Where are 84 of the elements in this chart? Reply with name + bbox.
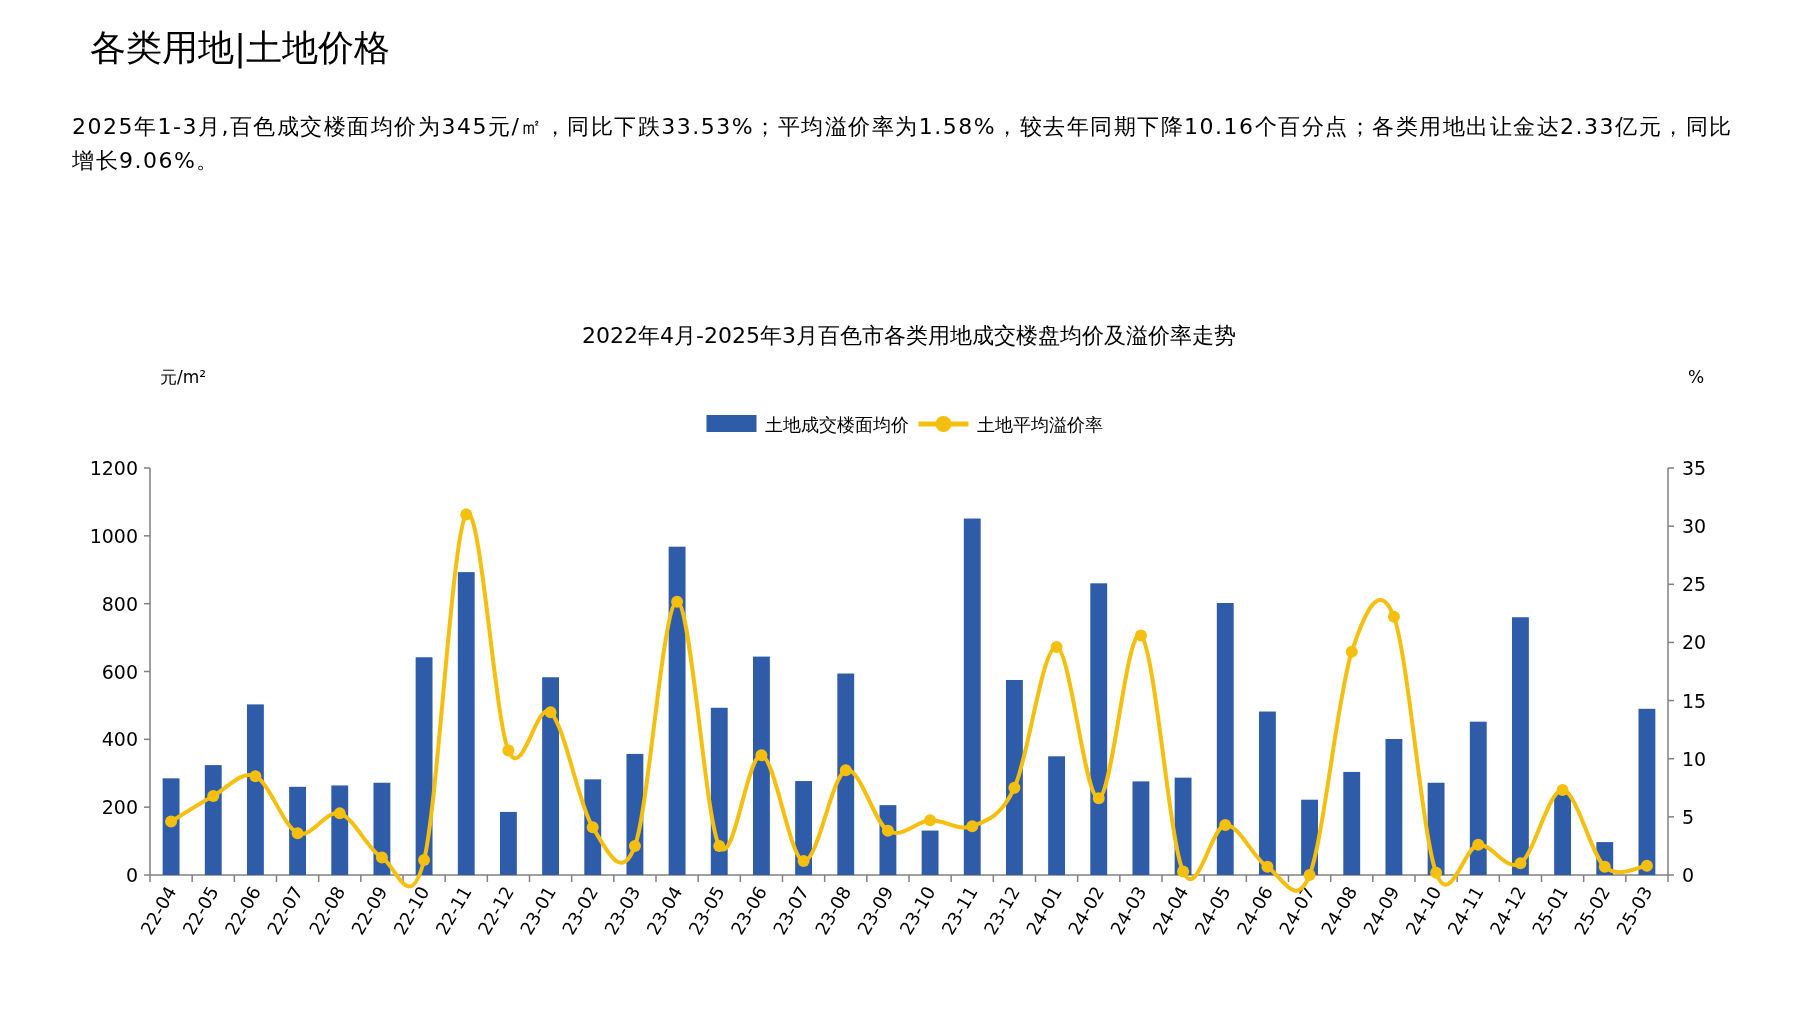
bar xyxy=(331,785,349,875)
point xyxy=(1050,641,1063,654)
point xyxy=(165,815,178,828)
point xyxy=(881,824,894,837)
point xyxy=(924,814,937,827)
point xyxy=(1598,860,1611,873)
point xyxy=(797,855,810,868)
y2-tick-label: 35 xyxy=(1682,457,1707,479)
y-tick-label: 1200 xyxy=(89,457,138,479)
y2-tick-label: 5 xyxy=(1682,805,1695,828)
point xyxy=(1303,869,1316,881)
chart-title: 各类用地|土地价格 xyxy=(90,27,391,69)
y-tick-label: 200 xyxy=(101,796,138,819)
point xyxy=(291,827,304,840)
bar xyxy=(1638,708,1656,875)
bar xyxy=(1554,793,1572,875)
point xyxy=(1008,781,1021,794)
bar xyxy=(1132,781,1150,875)
point xyxy=(333,807,346,820)
bar xyxy=(457,572,475,875)
point xyxy=(628,839,641,852)
y-tick-label: 0 xyxy=(125,864,138,886)
point xyxy=(375,851,388,864)
bar xyxy=(1343,771,1361,875)
bar xyxy=(1048,756,1066,875)
legend-label: 土地平均溢价率 xyxy=(976,414,1103,435)
point xyxy=(586,821,599,834)
bar xyxy=(921,830,939,875)
point xyxy=(713,839,726,852)
point xyxy=(1134,629,1147,642)
chart-subtitle: 2022年4月-2025年3月百色市各类用地成交楼盘均价及溢价率走势 xyxy=(582,323,1236,348)
point xyxy=(1092,792,1105,805)
point xyxy=(1640,859,1653,872)
y2-tick-label: 20 xyxy=(1682,631,1707,654)
bar xyxy=(963,518,981,875)
point xyxy=(1387,610,1400,623)
bar xyxy=(1216,602,1234,875)
point xyxy=(207,789,220,802)
point xyxy=(502,744,515,757)
point xyxy=(966,820,979,833)
point xyxy=(249,770,262,783)
point xyxy=(1472,838,1485,851)
point xyxy=(460,508,473,521)
bar xyxy=(1005,679,1023,875)
y-tick-label: 1000 xyxy=(89,524,138,547)
y2-tick-label: 10 xyxy=(1682,747,1707,770)
y2-tick-label: 30 xyxy=(1682,515,1707,538)
point xyxy=(755,749,768,762)
bar xyxy=(162,778,180,875)
y-tick-label: 400 xyxy=(101,728,138,751)
bar xyxy=(1469,721,1487,875)
point xyxy=(544,706,557,719)
point xyxy=(1345,645,1358,658)
bar xyxy=(542,677,560,875)
text: 2025年1-3月,百色成交楼面均价为345元/㎡，同比下跌33.53%；平均溢价率为1.58%，较去年同期下降10.16个百分点；各类用地出让金达2.33亿元，同比增长9.06%。 xyxy=(72,113,1734,175)
y2-axis-title: % xyxy=(1688,367,1705,387)
y2-tick-label: 0 xyxy=(1682,864,1695,886)
y2-tick-label: 15 xyxy=(1682,689,1707,712)
point xyxy=(839,764,852,777)
y-tick-label: 600 xyxy=(101,660,138,683)
bar xyxy=(246,704,264,875)
point xyxy=(1514,857,1527,870)
y2-tick-label: 25 xyxy=(1682,573,1707,596)
point xyxy=(1177,865,1190,878)
bar xyxy=(499,811,517,875)
bar xyxy=(668,546,686,875)
point xyxy=(1430,866,1443,879)
bar xyxy=(1511,617,1529,875)
point xyxy=(1219,819,1232,831)
bar xyxy=(837,673,855,875)
bar xyxy=(710,707,728,875)
legend-label: 土地成交楼面均价 xyxy=(764,414,909,435)
point xyxy=(1556,784,1569,797)
bar xyxy=(204,765,222,875)
y-axis-title: 元/m² xyxy=(160,367,207,387)
bar xyxy=(1090,583,1108,875)
point xyxy=(418,853,431,866)
y-tick-label: 800 xyxy=(101,592,138,615)
bar xyxy=(289,786,307,875)
bar xyxy=(1385,738,1403,875)
point xyxy=(1261,860,1274,873)
point xyxy=(671,595,684,608)
bar xyxy=(752,656,770,875)
bar xyxy=(1258,711,1276,875)
